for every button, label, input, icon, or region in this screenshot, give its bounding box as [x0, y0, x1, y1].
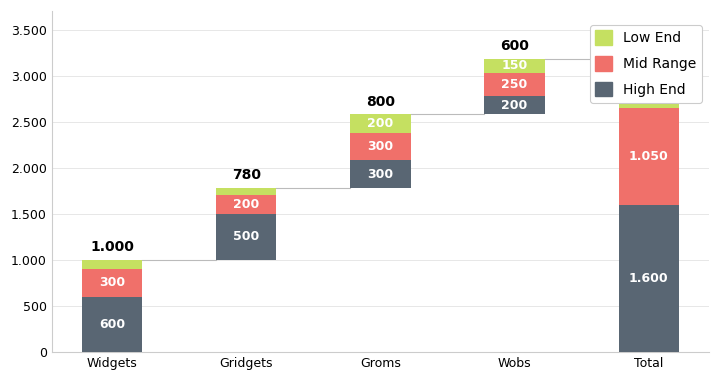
Text: 200: 200 [233, 198, 259, 211]
Text: 780: 780 [232, 168, 261, 182]
Text: 300: 300 [367, 140, 393, 153]
Text: 3.180: 3.180 [627, 40, 671, 53]
Text: 800: 800 [366, 95, 395, 109]
Text: 150: 150 [501, 59, 528, 72]
Legend: Low End, Mid Range, High End: Low End, Mid Range, High End [590, 25, 702, 102]
Bar [350, 133, 410, 160]
Text: 1.000: 1.000 [90, 240, 134, 255]
Text: 530: 530 [636, 77, 662, 90]
Text: 300: 300 [367, 168, 393, 181]
Bar [81, 269, 142, 297]
Bar [81, 297, 142, 352]
Bar [618, 205, 679, 352]
Bar [485, 96, 545, 114]
Text: 600: 600 [500, 40, 529, 53]
Bar [485, 59, 545, 73]
Bar [350, 114, 410, 133]
Bar [618, 108, 679, 205]
Text: 500: 500 [233, 231, 259, 243]
Text: 250: 250 [501, 78, 528, 91]
Text: 200: 200 [501, 99, 528, 112]
Text: 600: 600 [99, 318, 125, 331]
Text: 1.050: 1.050 [629, 150, 669, 163]
Bar [485, 73, 545, 96]
Bar [350, 160, 410, 188]
Text: 300: 300 [99, 277, 125, 290]
Bar [216, 214, 276, 260]
Bar [618, 59, 679, 108]
Text: 1.600: 1.600 [629, 272, 669, 285]
Bar [216, 188, 276, 195]
Bar [216, 195, 276, 214]
Bar [81, 260, 142, 269]
Text: 200: 200 [367, 117, 394, 130]
